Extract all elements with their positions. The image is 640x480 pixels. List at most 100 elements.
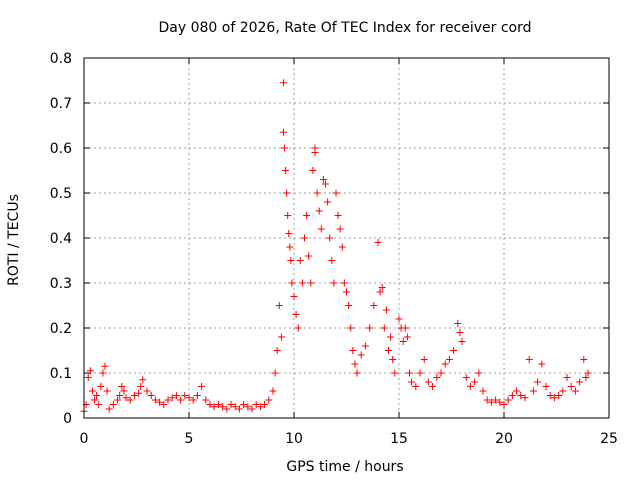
data-point — [126, 396, 134, 404]
data-point — [86, 367, 94, 375]
y-tick-label: 0.8 — [50, 51, 72, 67]
y-axis-ticks: 0 0.1 0.2 0.3 0.4 0.5 0.6 0.7 0.8 — [50, 51, 609, 427]
data-point — [298, 279, 306, 287]
data-point — [288, 279, 296, 287]
data-point — [492, 396, 500, 404]
data-point — [420, 356, 428, 363]
data-point — [433, 374, 441, 381]
data-point — [185, 394, 193, 402]
data-point — [120, 387, 128, 395]
data-point — [546, 392, 554, 399]
data-point — [479, 387, 487, 395]
data-point — [290, 293, 298, 300]
data-point — [91, 396, 98, 404]
y-tick-label: 0.1 — [50, 366, 72, 382]
data-point — [198, 383, 206, 390]
data-point — [391, 369, 399, 377]
data-point — [303, 212, 311, 219]
data-point — [292, 311, 300, 318]
data-point — [109, 401, 117, 408]
y-tick-label: 0.3 — [50, 276, 72, 292]
data-point — [462, 374, 470, 381]
data-point — [513, 387, 521, 395]
data-point — [403, 333, 411, 341]
data-point — [471, 378, 479, 386]
data-point — [330, 279, 338, 287]
data-point — [147, 392, 155, 399]
data-point — [181, 392, 189, 399]
data-point — [441, 360, 449, 368]
data-point — [277, 333, 285, 341]
data-point — [408, 378, 416, 386]
data-point — [296, 257, 304, 264]
data-point — [271, 369, 279, 377]
data-point — [282, 167, 290, 174]
data-point — [137, 383, 145, 390]
data-point — [275, 302, 283, 309]
data-point — [99, 369, 107, 377]
data-point — [280, 79, 287, 87]
data-point — [454, 320, 462, 327]
data-point — [336, 225, 344, 233]
data-point — [429, 383, 437, 390]
data-point — [311, 149, 319, 156]
data-point — [202, 396, 210, 404]
y-tick-label: 0.6 — [50, 141, 72, 157]
data-point — [206, 401, 214, 408]
data-point — [401, 324, 409, 332]
data-point — [395, 315, 403, 323]
data-point — [116, 392, 124, 399]
data-point — [95, 401, 103, 408]
data-point — [582, 374, 590, 381]
data-point — [380, 324, 388, 332]
data-point — [361, 342, 369, 350]
data-point — [332, 189, 340, 197]
data-point — [412, 383, 420, 390]
data-point — [105, 405, 113, 413]
data-point — [273, 347, 281, 354]
data-points — [80, 79, 592, 415]
data-point — [248, 405, 256, 413]
data-point — [496, 398, 504, 406]
data-point — [122, 394, 130, 402]
data-point — [97, 383, 105, 390]
data-point — [538, 360, 546, 368]
x-tick-label: 20 — [495, 431, 513, 447]
data-point — [283, 189, 291, 197]
data-point — [244, 403, 252, 411]
data-point — [466, 383, 474, 390]
data-point — [93, 392, 101, 399]
data-point — [349, 347, 357, 354]
data-point — [525, 356, 533, 363]
data-point — [559, 387, 567, 395]
data-point — [521, 394, 529, 402]
data-point — [168, 394, 176, 402]
data-point — [542, 383, 550, 390]
data-point — [284, 212, 292, 219]
data-point — [309, 167, 317, 174]
data-point — [378, 284, 386, 291]
data-point — [269, 387, 277, 395]
data-point — [517, 392, 525, 399]
data-point — [177, 396, 185, 404]
x-tick-label: 15 — [390, 431, 408, 447]
data-point — [475, 369, 483, 377]
x-tick-label: 10 — [285, 431, 303, 447]
data-point — [319, 176, 327, 183]
data-point — [458, 338, 466, 345]
data-point — [172, 392, 180, 399]
data-point — [584, 369, 592, 377]
data-point — [114, 396, 122, 404]
data-point — [285, 230, 293, 237]
data-point — [456, 329, 464, 336]
data-point — [160, 401, 168, 408]
y-tick-label: 0.4 — [50, 231, 72, 247]
data-point — [286, 243, 294, 251]
x-tick-label: 0 — [80, 431, 89, 447]
data-point — [437, 369, 445, 377]
data-point — [313, 189, 321, 197]
data-point — [445, 356, 453, 363]
data-point — [504, 396, 512, 404]
data-point — [322, 180, 329, 188]
data-point — [334, 212, 342, 219]
